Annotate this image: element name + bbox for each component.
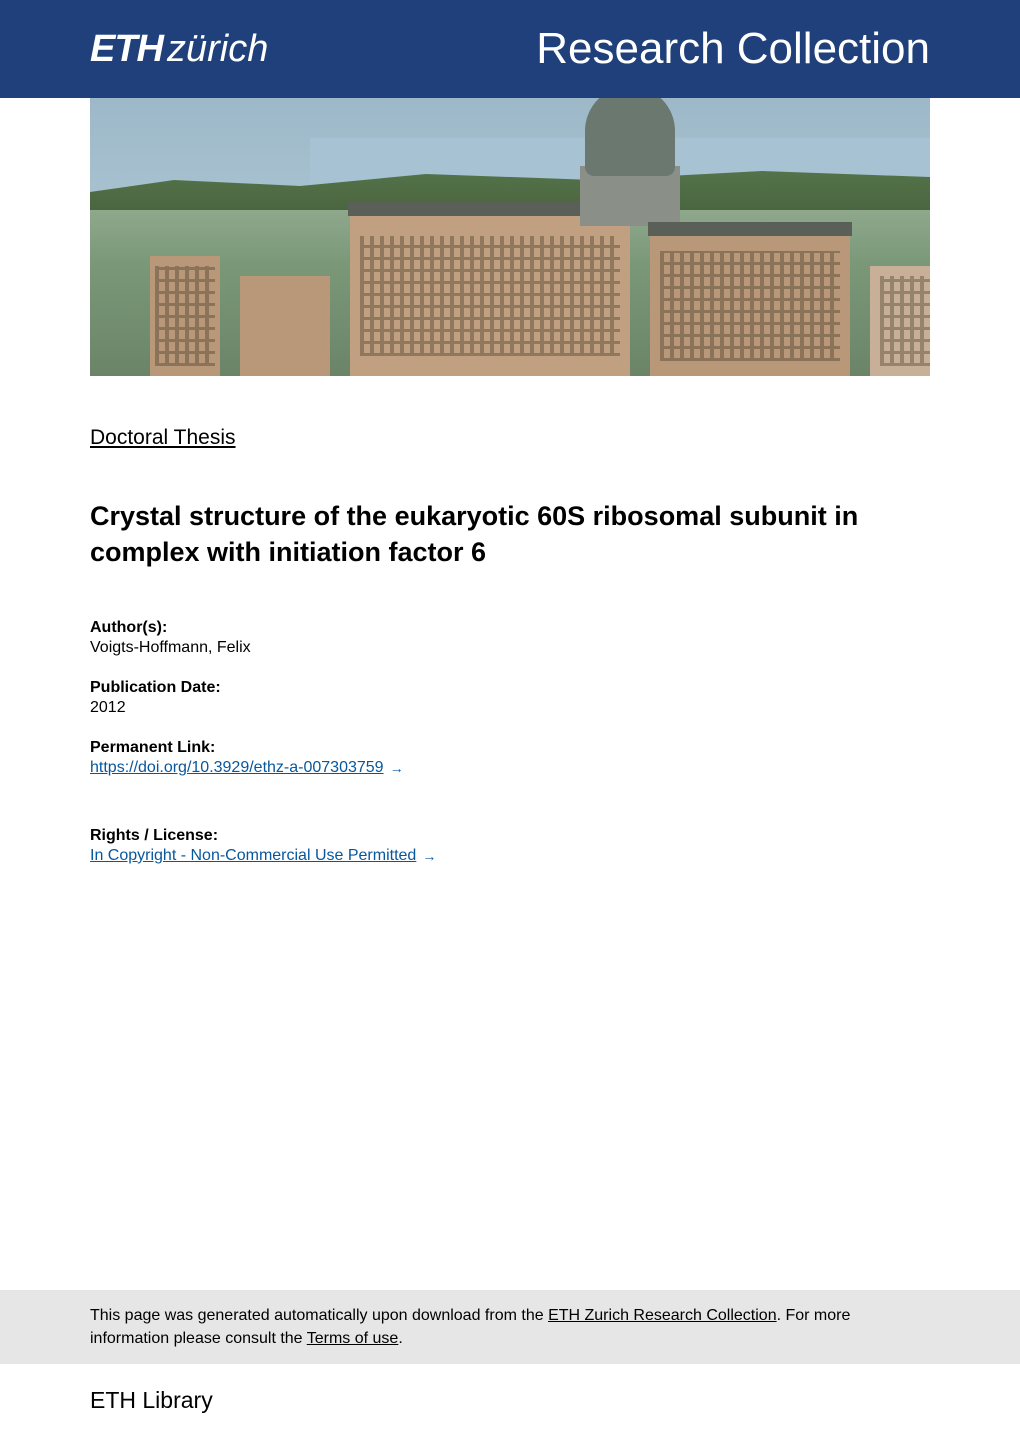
footer-terms-link[interactable]: Terms of use [307, 1330, 399, 1347]
external-link-icon: → [390, 760, 404, 776]
hero-photo [90, 98, 930, 376]
pubdate-block: Publication Date: 2012 [90, 679, 930, 717]
authors-label: Author(s): [90, 619, 930, 637]
footer-text-pre: This page was generated automatically up… [90, 1307, 548, 1324]
pubdate-label: Publication Date: [90, 679, 930, 697]
rights-block: Rights / License: In Copyright - Non-Com… [90, 827, 930, 865]
document-title: Crystal structure of the eukaryotic 60S … [90, 498, 930, 571]
permalink-link[interactable]: https://doi.org/10.3929/ethz-a-007303759 [90, 759, 384, 777]
rights-link[interactable]: In Copyright - Non-Commercial Use Permit… [90, 847, 416, 865]
content-area: Doctoral Thesis Crystal structure of the… [0, 376, 1020, 865]
footer-note: This page was generated automatically up… [0, 1290, 1020, 1364]
eth-logo[interactable]: ETH zürich [90, 28, 268, 71]
rights-label: Rights / License: [90, 827, 930, 845]
logo-bold: ETH [90, 28, 163, 71]
external-link-icon: → [422, 848, 436, 864]
logo-light: zürich [167, 28, 268, 71]
permalink-block: Permanent Link: https://doi.org/10.3929/… [90, 739, 930, 777]
library-label: ETH Library [90, 1387, 213, 1414]
header-bar: ETH zürich Research Collection [0, 0, 1020, 98]
document-type-link[interactable]: Doctoral Thesis [90, 426, 236, 450]
authors-value: Voigts-Hoffmann, Felix [90, 639, 930, 657]
authors-block: Author(s): Voigts-Hoffmann, Felix [90, 619, 930, 657]
header-title: Research Collection [536, 24, 930, 74]
footer-collection-link[interactable]: ETH Zurich Research Collection [548, 1307, 777, 1324]
footer-text-post: . [398, 1330, 402, 1347]
permalink-label: Permanent Link: [90, 739, 930, 757]
pubdate-value: 2012 [90, 699, 930, 717]
